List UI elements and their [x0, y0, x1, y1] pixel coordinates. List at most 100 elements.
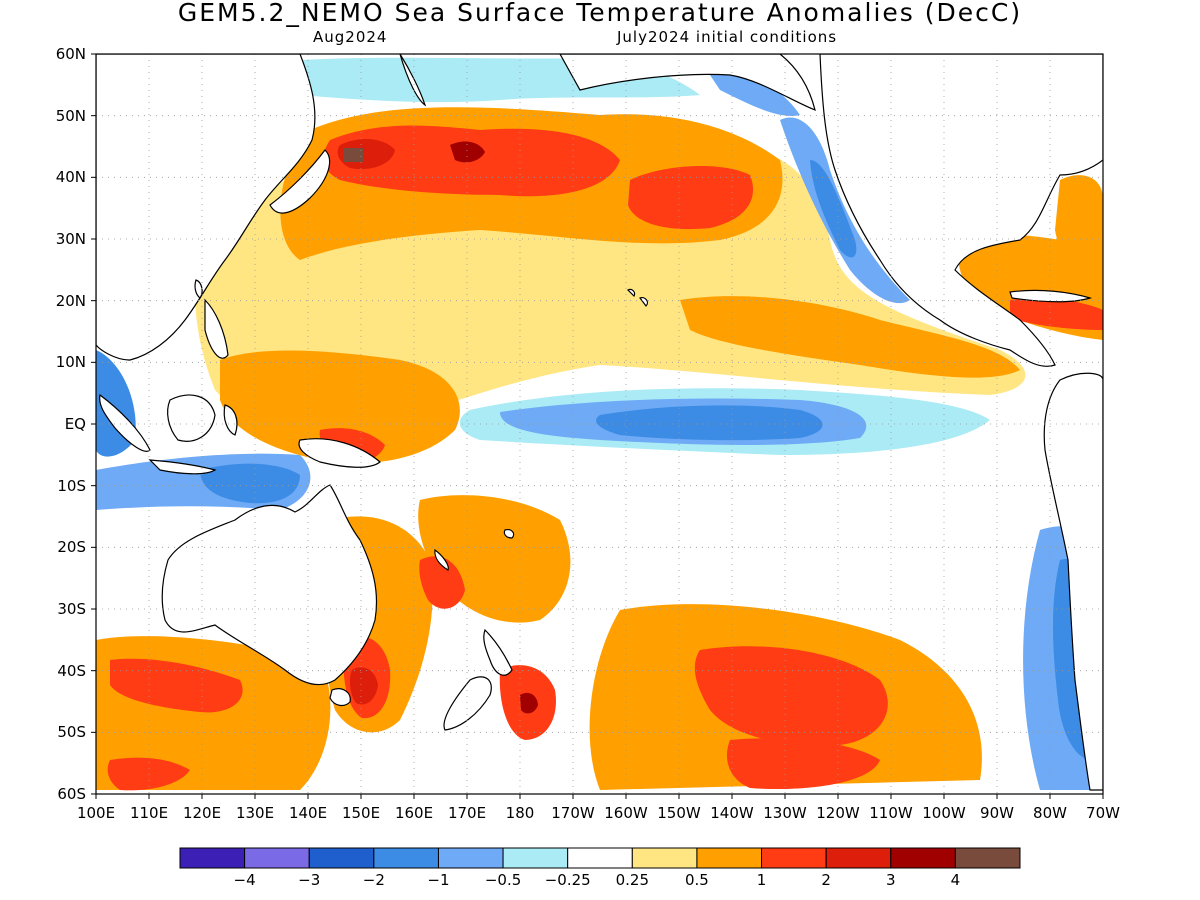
land-australia [161, 484, 378, 685]
warm-subtropical-northeast [680, 296, 1020, 378]
lon-label: 170W [551, 804, 595, 822]
land-philippines [204, 298, 229, 359]
colorbar-label: −1 [427, 871, 450, 889]
cool-north-american-coast-strong [810, 160, 857, 258]
axis-ticks [91, 53, 1104, 799]
colorbar-swatch [954, 847, 1021, 869]
lat-label: 30S [57, 600, 86, 618]
lon-label: 130W [763, 804, 807, 822]
lon-label: 180 [505, 804, 535, 822]
lon-label: 110E [129, 804, 169, 822]
land-new-caledonia [434, 548, 449, 571]
colorbar-label: 1 [756, 871, 767, 889]
warm-southeast-pacific-core [694, 646, 888, 746]
land-hawaii [626, 288, 649, 307]
colorbar-swatch [696, 847, 763, 869]
lat-label: 40S [57, 661, 86, 680]
land-south-america [1043, 372, 1103, 791]
colorbar-label: −2 [362, 871, 385, 889]
lat-label: 30N [55, 230, 86, 248]
cold-tongue-strong [596, 405, 823, 441]
lat-label: 10S [57, 476, 86, 495]
lon-label: 130E [235, 804, 275, 822]
lon-label: 150E [341, 804, 381, 822]
land-tasmania [329, 688, 351, 707]
land-sumatra [99, 393, 151, 452]
warm-tasman-peak [349, 667, 378, 705]
colorbar-swatch [825, 847, 892, 869]
land-alaska [559, 54, 816, 111]
lon-label: 120E [182, 804, 222, 822]
warm-peak-extreme [343, 148, 363, 162]
lon-label: 140E [288, 804, 328, 822]
land-japan [269, 149, 331, 214]
lon-label: 160W [604, 804, 648, 822]
warm-atlantic-north [1055, 175, 1103, 290]
colorbar-label: 0.5 [684, 871, 709, 889]
colorbar-label: 0.25 [615, 871, 649, 889]
colorbar-label: −3 [298, 871, 321, 889]
colorbar-label: 4 [950, 871, 961, 889]
land-asia [96, 54, 316, 361]
lon-label: 80W [1033, 804, 1067, 822]
lat-label: 20N [55, 291, 86, 310]
lat-label: 50S [57, 723, 86, 742]
lat-label: 60S [57, 785, 86, 803]
warm-core-east [628, 165, 754, 230]
lon-label: 90W [980, 804, 1014, 822]
warm-caribbean-core [1010, 298, 1103, 330]
anomaly-field [96, 55, 1103, 791]
lon-label: 140W [710, 804, 754, 822]
lat-label: 50N [55, 106, 86, 125]
land-new-zealand-south [443, 676, 492, 731]
lon-label: 110W [869, 804, 913, 822]
colorbar-label: 3 [885, 871, 896, 889]
coastlines [96, 54, 1103, 791]
colorbar-swatch [502, 847, 569, 869]
land-fiji [503, 529, 515, 539]
land-java [148, 459, 217, 475]
colorbar-swatch [567, 847, 633, 869]
map-title: GEM5.2_NEMO Sea Surface Temperature Anom… [177, 0, 1023, 27]
lon-label: 170E [447, 804, 487, 822]
land-new-zealand-north [483, 628, 513, 676]
warm-pool-west [220, 350, 460, 464]
lon-label: 160E [394, 804, 434, 822]
warm-southeast-pacific-south [726, 738, 880, 790]
colorbar-swatch [244, 847, 310, 869]
colorbar-label: −0.5 [484, 871, 522, 889]
lon-label: 100W [922, 804, 966, 822]
land-taiwan [194, 279, 203, 299]
warm-peak-north-2 [450, 141, 485, 163]
lon-label: 70W [1086, 804, 1120, 822]
lon-label: 100E [76, 804, 116, 822]
colorbar-swatch [890, 847, 956, 869]
cool-indian-ocean-strong [200, 463, 300, 504]
lat-label: 20S [57, 538, 86, 557]
colorbar-swatch [373, 847, 439, 869]
colorbar [179, 847, 1021, 869]
colorbar-swatch [761, 847, 827, 869]
colorbar-swatch [179, 847, 246, 869]
land-sulawesi [223, 404, 238, 436]
lat-label: 60N [55, 45, 86, 63]
colorbar-label: −0.25 [544, 871, 591, 889]
forecast-month: Aug2024 [313, 28, 388, 46]
land-cuba [1009, 289, 1093, 303]
colorbar-swatch [631, 847, 698, 869]
colorbar-label: 2 [821, 871, 831, 889]
initial-conditions: July2024 initial conditions [617, 28, 838, 46]
warm-south-pacific-west-core [419, 556, 465, 609]
colorbar-swatch [308, 847, 375, 869]
colorbar-label: −4 [233, 871, 256, 889]
lat-label: 40N [55, 168, 86, 187]
lat-label: 10N [55, 353, 86, 372]
lon-label: 120W [816, 804, 860, 822]
land-kamchatka [399, 54, 427, 107]
warm-south-new-zealand-peak [520, 692, 538, 714]
land-new-guinea [298, 438, 381, 468]
lat-label: EQ [64, 415, 86, 433]
land-borneo [167, 394, 216, 442]
colorbar-swatch [437, 847, 504, 869]
